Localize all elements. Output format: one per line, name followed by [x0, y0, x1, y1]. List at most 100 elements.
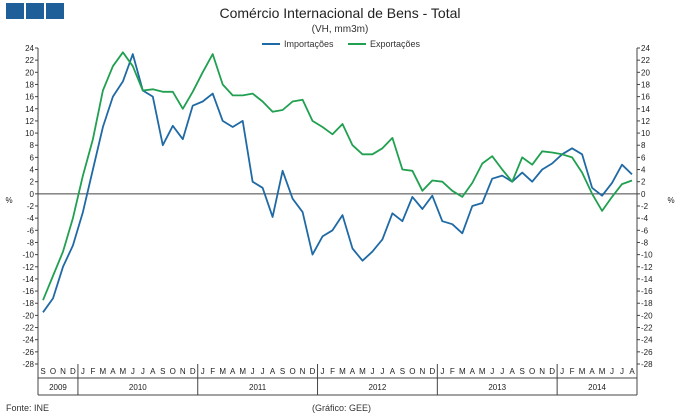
y-tick-label-right: -22 [641, 324, 653, 333]
chart-title: Comércio Internacional de Bens - Total [219, 5, 461, 21]
y-tick-label-left: -6 [27, 226, 35, 235]
y-tick-label-right: 22 [641, 56, 650, 65]
y-tick-label-right: -10 [641, 251, 653, 260]
y-tick-label-left: -22 [22, 324, 34, 333]
year-label: 2009 [49, 383, 67, 392]
month-tick-label: N [180, 367, 186, 376]
month-tick-label: J [81, 367, 85, 376]
month-tick-label: J [321, 367, 325, 376]
y-tick-label-left: -10 [22, 251, 34, 260]
month-tick-label: A [589, 367, 595, 376]
month-tick-label: J [261, 367, 265, 376]
month-tick-label: J [500, 367, 504, 376]
y-tick-label-right: 14 [641, 105, 650, 114]
y-tick-label-left: 4 [30, 166, 35, 175]
month-tick-label: J [141, 367, 145, 376]
month-tick-label: D [429, 367, 435, 376]
y-tick-label-left: -20 [22, 311, 34, 320]
month-tick-label: S [400, 367, 405, 376]
month-tick-label: F [90, 367, 95, 376]
y-tick-label-left: 10 [25, 129, 34, 138]
month-tick-label: O [170, 367, 176, 376]
month-tick-label: F [450, 367, 455, 376]
year-label: 2011 [249, 383, 267, 392]
month-tick-label: J [370, 367, 374, 376]
month-tick-label: J [560, 367, 564, 376]
y-tick-label-right: -24 [641, 336, 653, 345]
month-tick-label: D [190, 367, 196, 376]
legend-swatch-imports [262, 43, 280, 45]
y-tick-label-right: 12 [641, 117, 650, 126]
month-tick-label: M [579, 367, 586, 376]
legend-swatch-exports [348, 43, 366, 45]
logo-box-3 [46, 3, 64, 19]
month-tick-label: J [131, 367, 135, 376]
month-tick-label: M [459, 367, 466, 376]
y-tick-label-right: -6 [641, 226, 649, 235]
y-tick-label-left: 18 [25, 80, 34, 89]
y-tick-label-left: 22 [25, 56, 34, 65]
y-tick-label-right: 0 [641, 190, 646, 199]
month-tick-label: M [239, 367, 246, 376]
y-tick-label-left: -4 [27, 214, 35, 223]
y-tick-label-left: -24 [22, 336, 34, 345]
y-tick-label-right: 24 [641, 44, 650, 53]
month-tick-label: J [620, 367, 624, 376]
month-tick-label: A [470, 367, 476, 376]
month-tick-label: D [310, 367, 316, 376]
month-tick-label: O [289, 367, 295, 376]
y-tick-label-right: -26 [641, 348, 653, 357]
month-tick-label: A [350, 367, 356, 376]
chart-subtitle: (VH, mm3m) [311, 24, 369, 35]
source-note: Fonte: INE [6, 403, 50, 413]
month-tick-label: J [490, 367, 494, 376]
y-tick-label-right: -8 [641, 238, 649, 247]
y-tick-label-left: -8 [27, 238, 35, 247]
month-tick-label: J [251, 367, 255, 376]
month-tick-label: D [70, 367, 76, 376]
y-tick-label-left: 2 [30, 178, 35, 187]
month-tick-label: M [219, 367, 226, 376]
month-tick-label: F [210, 367, 215, 376]
y-tick-label-left: 24 [25, 44, 34, 53]
y-tick-label-right: 2 [641, 178, 646, 187]
month-tick-label: A [510, 367, 516, 376]
y-tick-label-right: -16 [641, 287, 653, 296]
series-line-imports [42, 53, 633, 313]
month-tick-label: A [390, 367, 396, 376]
series-line-exports [42, 51, 633, 301]
y-tick-label-left: -12 [22, 263, 34, 272]
month-tick-label: S [520, 367, 525, 376]
y-tick-label-right: 20 [641, 68, 650, 77]
month-tick-label: A [270, 367, 276, 376]
y-tick-label-right: -12 [641, 263, 653, 272]
month-tick-label: N [60, 367, 66, 376]
month-tick-label: N [539, 367, 545, 376]
month-tick-label: N [419, 367, 425, 376]
y-tick-label-right: -4 [641, 214, 649, 223]
month-tick-label: A [230, 367, 236, 376]
y-tick-label-right: 16 [641, 93, 650, 102]
y-unit-label-left: % [5, 196, 12, 205]
month-tick-label: N [300, 367, 306, 376]
month-tick-label: A [150, 367, 156, 376]
y-tick-label-right: 8 [641, 141, 646, 150]
month-tick-label: J [380, 367, 384, 376]
y-tick-label-right: -2 [641, 202, 649, 211]
y-tick-label-right: -14 [641, 275, 653, 284]
chart-credit: (Gráfico: GEE) [312, 403, 372, 413]
y-tick-label-right: -20 [641, 311, 653, 320]
y-tick-label-left: 20 [25, 68, 34, 77]
month-tick-label: J [201, 367, 205, 376]
y-tick-label-right: 10 [641, 129, 650, 138]
year-label: 2014 [588, 383, 606, 392]
month-tick-label: M [100, 367, 107, 376]
y-tick-label-left: 12 [25, 117, 34, 126]
y-tick-label-right: 18 [641, 80, 650, 89]
legend-label-imports: Importações [284, 39, 334, 49]
y-tick-label-left: 16 [25, 93, 34, 102]
month-tick-label: S [40, 367, 45, 376]
month-tick-label: M [339, 367, 346, 376]
y-tick-label-right: -28 [641, 360, 653, 369]
